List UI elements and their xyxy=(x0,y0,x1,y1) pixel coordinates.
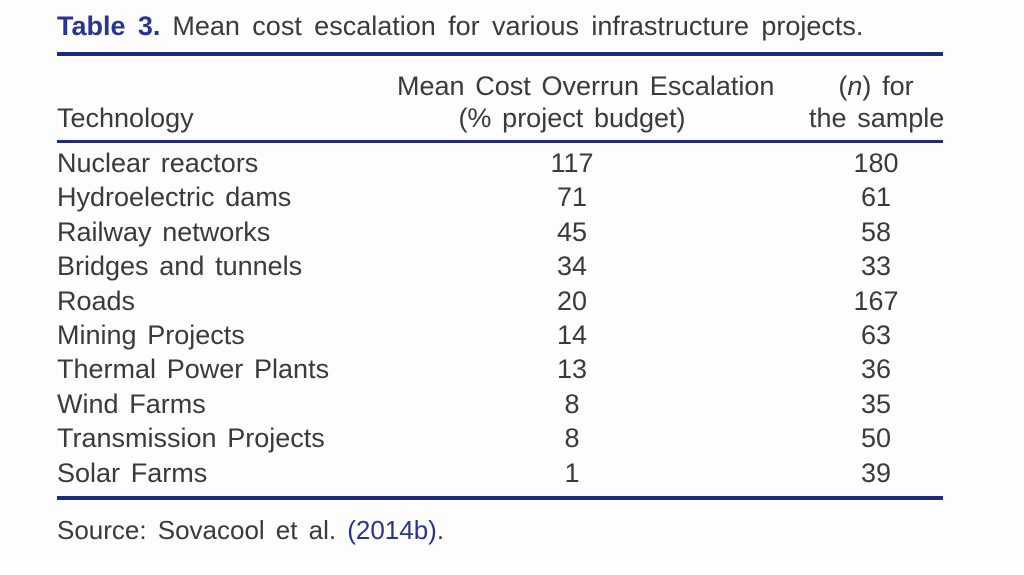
sample-cell: 180 xyxy=(853,148,899,178)
technology-cell: Wind Farms xyxy=(57,388,206,419)
escalation-cell: 117 xyxy=(550,148,594,178)
technology-cell: Mining Projects xyxy=(57,320,245,351)
escalation-cell: 13 xyxy=(556,354,588,385)
sample-cell: 36 xyxy=(860,354,892,385)
escalation-cell: 14 xyxy=(556,320,588,351)
table-row: Roads 20 167 xyxy=(57,284,943,318)
header-escalation-line2: (% project budget) xyxy=(458,103,686,133)
table-caption-text: Mean cost escalation for various infrast… xyxy=(172,11,864,41)
title-rule xyxy=(57,52,943,56)
escalation-cell: 8 xyxy=(564,388,580,419)
header-sample-line1: (n) for xyxy=(838,71,914,101)
source-text: Source: Sovacool et al. xyxy=(57,515,348,546)
escalation-cell: 45 xyxy=(556,216,588,247)
technology-cell: Solar Farms xyxy=(57,457,208,488)
header-escalation-line1: Mean Cost Overrun Escalation xyxy=(397,71,775,101)
escalation-cell: 20 xyxy=(556,285,588,316)
escalation-cell: 1 xyxy=(564,457,580,488)
technology-cell: Roads xyxy=(57,285,136,316)
sample-cell: 50 xyxy=(860,423,892,454)
sample-cell: 61 xyxy=(860,182,892,213)
sample-cell: 33 xyxy=(860,251,892,282)
header-escalation: Mean Cost Overrun Escalation (% project … xyxy=(397,70,775,134)
technology-cell: Transmission Projects xyxy=(57,423,325,454)
table-row: Solar Farms 1 39 xyxy=(57,456,943,490)
table-row: Hydroelectric dams 71 61 xyxy=(57,180,943,214)
sample-cell: 35 xyxy=(860,388,892,419)
technology-cell: Nuclear reactors xyxy=(57,148,259,178)
technology-cell: Railway networks xyxy=(57,216,271,247)
table-row: Wind Farms 8 35 xyxy=(57,387,943,421)
table-row: Transmission Projects 8 50 xyxy=(57,421,943,455)
source-note: Source: Sovacool et al. (2014b). xyxy=(57,515,943,546)
header-technology: Technology xyxy=(57,103,194,133)
source-period: . xyxy=(436,515,445,546)
table-header-row: Technology Mean Cost Overrun Escalation … xyxy=(57,56,945,140)
sample-cell: 63 xyxy=(860,320,892,351)
sample-cell: 39 xyxy=(860,457,892,488)
table-row: Thermal Power Plants 13 36 xyxy=(57,352,943,386)
table-number-label: Table 3. xyxy=(57,11,161,41)
table-body: Nuclear reactors 117 180 Hydroelectric d… xyxy=(57,143,943,496)
table-row: Nuclear reactors 117 180 xyxy=(57,146,943,180)
table-row: Mining Projects 14 63 xyxy=(57,318,943,352)
sample-cell: 58 xyxy=(860,216,892,247)
table-caption: Table 3. Mean cost escalation for various… xyxy=(57,8,943,44)
italic-n: n xyxy=(847,71,863,101)
escalation-cell: 71 xyxy=(556,182,588,213)
technology-cell: Thermal Power Plants xyxy=(57,354,330,385)
header-sample-line2: the sample xyxy=(809,103,945,133)
escalation-cell: 34 xyxy=(556,251,588,282)
bottom-rule xyxy=(57,496,943,501)
paper-table-figure: Table 3. Mean cost escalation for various… xyxy=(57,8,945,546)
header-sample: (n) for the sample xyxy=(747,70,945,134)
citation-link[interactable]: (2014b) xyxy=(347,515,437,546)
technology-cell: Bridges and tunnels xyxy=(57,251,303,282)
table-row: Railway networks 45 58 xyxy=(57,215,943,249)
escalation-cell: 8 xyxy=(564,423,580,454)
header-rule xyxy=(57,140,943,143)
technology-cell: Hydroelectric dams xyxy=(57,182,292,213)
sample-cell: 167 xyxy=(853,285,899,316)
table-row: Bridges and tunnels 34 33 xyxy=(57,249,943,283)
